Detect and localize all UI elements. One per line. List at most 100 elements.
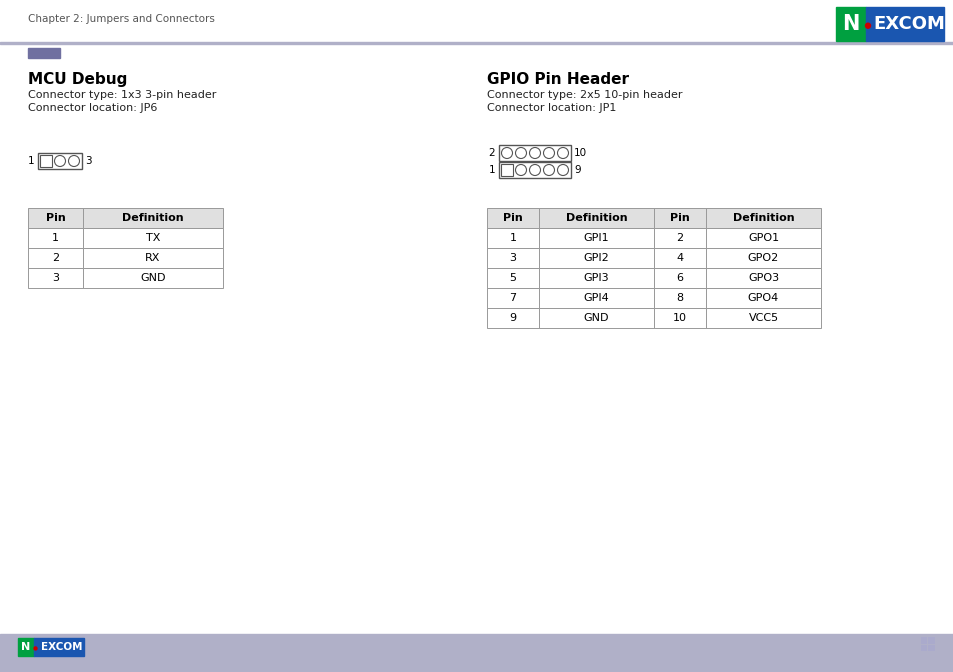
- Text: 2: 2: [676, 233, 683, 243]
- Bar: [920, 637, 926, 644]
- Text: GPI1: GPI1: [583, 233, 609, 243]
- Bar: [705, 308, 821, 328]
- Text: 2: 2: [51, 253, 59, 263]
- Text: 10: 10: [672, 313, 686, 323]
- Bar: [28, 48, 60, 58]
- Bar: [865, 7, 943, 41]
- Text: VCC5: VCC5: [748, 313, 778, 323]
- Bar: [498, 162, 571, 178]
- Text: GPO4: GPO4: [747, 293, 779, 303]
- Circle shape: [515, 165, 526, 175]
- Circle shape: [543, 165, 554, 175]
- Bar: [18, 638, 34, 656]
- Text: 1: 1: [28, 156, 34, 166]
- Text: Pin: Pin: [46, 213, 66, 223]
- Text: Copyright © 2012 NEXCOM International Co., Ltd. All Rights Reserved.: Copyright © 2012 NEXCOM International Co…: [18, 658, 336, 667]
- Text: Connector location: JP1: Connector location: JP1: [486, 103, 616, 113]
- Text: GPO1: GPO1: [747, 233, 779, 243]
- Circle shape: [557, 165, 568, 175]
- Text: N: N: [841, 14, 859, 34]
- Bar: [83, 208, 223, 228]
- Bar: [28, 228, 83, 248]
- Circle shape: [529, 165, 540, 175]
- Text: 23: 23: [468, 654, 485, 667]
- Text: 1: 1: [488, 165, 495, 175]
- Bar: [538, 268, 654, 288]
- Text: Connector type: 2x5 10-pin header: Connector type: 2x5 10-pin header: [486, 90, 681, 100]
- Bar: [486, 248, 538, 268]
- Bar: [654, 308, 705, 328]
- Text: 3: 3: [85, 156, 91, 166]
- Circle shape: [69, 155, 79, 167]
- Bar: [705, 288, 821, 308]
- Text: 1: 1: [509, 233, 516, 243]
- Text: Definition: Definition: [565, 213, 627, 223]
- Text: 6: 6: [676, 273, 682, 283]
- Text: RX: RX: [145, 253, 160, 263]
- Bar: [0, 634, 953, 672]
- Text: Definition: Definition: [732, 213, 794, 223]
- Text: 9: 9: [574, 165, 580, 175]
- Text: NDiS 167 User Manual: NDiS 167 User Manual: [834, 658, 935, 667]
- Bar: [28, 248, 83, 268]
- Bar: [83, 228, 223, 248]
- Text: 2: 2: [488, 148, 495, 158]
- Bar: [38, 153, 82, 169]
- Bar: [654, 268, 705, 288]
- Text: EXCOM: EXCOM: [872, 15, 943, 33]
- Text: Connector type: 1x3 3-pin header: Connector type: 1x3 3-pin header: [28, 90, 216, 100]
- Text: EXCOM: EXCOM: [41, 642, 82, 652]
- Text: 3: 3: [509, 253, 516, 263]
- Bar: [538, 248, 654, 268]
- Text: GPI2: GPI2: [583, 253, 609, 263]
- Bar: [486, 228, 538, 248]
- Text: 5: 5: [509, 273, 516, 283]
- Bar: [920, 644, 926, 651]
- Bar: [486, 208, 538, 228]
- Circle shape: [54, 155, 66, 167]
- Text: Definition: Definition: [122, 213, 184, 223]
- Bar: [705, 268, 821, 288]
- Bar: [486, 268, 538, 288]
- Circle shape: [543, 147, 554, 159]
- Bar: [83, 248, 223, 268]
- Text: 4: 4: [676, 253, 683, 263]
- Text: 1: 1: [52, 233, 59, 243]
- Circle shape: [557, 147, 568, 159]
- Circle shape: [515, 147, 526, 159]
- Text: GPIO Pin Header: GPIO Pin Header: [486, 72, 628, 87]
- Bar: [0, 42, 953, 44]
- Bar: [34, 638, 84, 656]
- Text: 10: 10: [574, 148, 586, 158]
- Bar: [835, 7, 865, 41]
- Bar: [83, 268, 223, 288]
- Circle shape: [864, 24, 869, 28]
- Bar: [705, 208, 821, 228]
- Bar: [705, 248, 821, 268]
- Text: 3: 3: [52, 273, 59, 283]
- Bar: [498, 145, 571, 161]
- Text: 8: 8: [676, 293, 683, 303]
- Circle shape: [501, 147, 512, 159]
- Circle shape: [34, 647, 37, 650]
- Text: TX: TX: [146, 233, 160, 243]
- Bar: [486, 288, 538, 308]
- Bar: [486, 308, 538, 328]
- Text: GND: GND: [140, 273, 166, 283]
- Bar: [538, 288, 654, 308]
- Bar: [538, 308, 654, 328]
- Text: GPO3: GPO3: [747, 273, 779, 283]
- Text: GND: GND: [583, 313, 609, 323]
- Text: 9: 9: [509, 313, 516, 323]
- Bar: [654, 208, 705, 228]
- Bar: [40, 155, 52, 167]
- Text: GPI4: GPI4: [583, 293, 609, 303]
- Text: Chapter 2: Jumpers and Connectors: Chapter 2: Jumpers and Connectors: [28, 14, 214, 24]
- Bar: [927, 637, 934, 644]
- Text: GPI3: GPI3: [583, 273, 609, 283]
- Text: N: N: [21, 642, 30, 652]
- Text: Pin: Pin: [669, 213, 689, 223]
- Bar: [28, 268, 83, 288]
- Bar: [538, 228, 654, 248]
- Bar: [927, 644, 934, 651]
